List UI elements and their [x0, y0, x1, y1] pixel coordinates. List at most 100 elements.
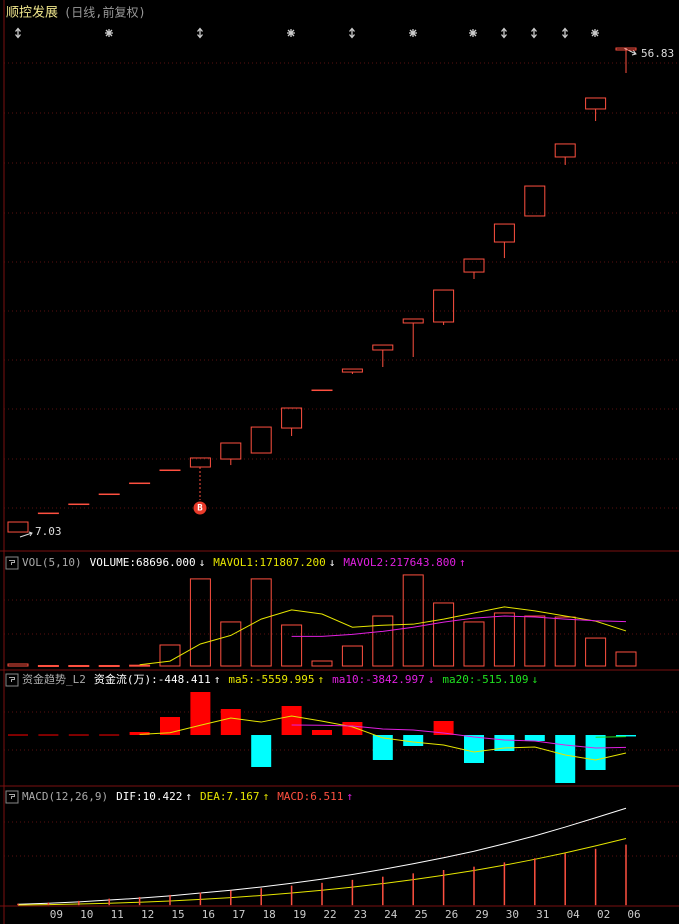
x-tick-label: 29: [475, 908, 488, 921]
x-tick-label: 10: [80, 908, 93, 921]
x-tick-label: 23: [354, 908, 367, 921]
legend-label: DIF:10.422: [116, 790, 182, 803]
volume-bar: [615, 651, 637, 667]
candle-body: [554, 143, 576, 158]
candle-body: [220, 442, 242, 460]
candle-body: [524, 185, 546, 217]
x-tick-label: 18: [263, 908, 276, 921]
x-tick-label: 24: [384, 908, 398, 921]
stock-subtitle: (日线,前复权): [64, 5, 146, 20]
indicator-name: VOL(5,10): [22, 556, 82, 569]
legend-label: MAVOL1:171807.200: [213, 556, 326, 569]
candle-body: [98, 493, 120, 496]
legend-label: 资金流(万):-448.411: [94, 672, 211, 686]
volume-bar: [68, 664, 90, 667]
flow-bar: [68, 734, 89, 736]
indicator-name: MACD(12,26,9): [22, 790, 108, 803]
flow-bar: [494, 735, 515, 751]
candle-body: [585, 97, 607, 110]
flow-bar: [8, 734, 28, 736]
legend-arrow: ↑: [214, 673, 221, 686]
x-tick-label: 15: [171, 908, 184, 921]
x-tick-label: 06: [627, 908, 640, 921]
stock-title: 顺控发展: [6, 5, 58, 21]
candle-body: [341, 368, 363, 373]
x-tick-label: 12: [141, 908, 154, 921]
volume-bar: [585, 637, 607, 667]
flow-bar: [129, 732, 150, 735]
legend-label: ma5:-5559.995: [228, 673, 314, 686]
signal-label: B: [197, 504, 203, 514]
legend-arrow: ↓: [329, 556, 336, 569]
candle-body: [493, 223, 515, 243]
flow-bar: [524, 735, 545, 741]
candle-body: [311, 389, 333, 392]
legend-label: MACD:6.511: [277, 790, 343, 803]
flow-bar: [433, 721, 454, 735]
volume-bar: [250, 578, 272, 667]
volume-bar: [493, 612, 515, 667]
indicator-line: [139, 606, 627, 666]
flow-bar: [190, 692, 211, 735]
candle-body: [37, 512, 59, 515]
volume-bar: [281, 624, 303, 667]
volume-bar: [402, 574, 424, 667]
legend-arrow: ↑: [317, 673, 324, 686]
x-tick-label: 17: [232, 908, 245, 921]
volume-bar: [341, 645, 363, 667]
legend-arrow: ↓: [199, 556, 206, 569]
volume-bar: [554, 616, 576, 667]
x-tick-label: 31: [536, 908, 549, 921]
indicator-line: [139, 715, 627, 761]
legend-arrow: ↓: [532, 673, 539, 686]
candle-body: [281, 407, 303, 429]
volume-bar: [463, 621, 485, 667]
flow-bar: [464, 735, 484, 763]
volume-bar: [129, 664, 151, 667]
volume-bar: [524, 615, 546, 667]
candle-body: [159, 469, 181, 472]
candle-body: [7, 521, 29, 533]
legend-label: ma10:-3842.997: [332, 673, 425, 686]
candle-body: [402, 318, 424, 324]
x-tick-label: 16: [202, 908, 215, 921]
indicator-name: 资金趋势_L2: [22, 672, 86, 686]
flow-bar: [555, 735, 576, 783]
x-tick-label: 26: [445, 908, 458, 921]
volume-bar: [220, 621, 242, 667]
volume-bar: [98, 664, 120, 667]
candle-body: [463, 258, 485, 273]
volume-bar: [433, 602, 455, 667]
low-label: 7.03: [35, 525, 62, 538]
high-label: 56.83: [641, 47, 674, 60]
flow-bar: [251, 735, 272, 767]
flow-bar: [585, 735, 606, 770]
flow-bar: [372, 735, 393, 760]
flow-bar: [99, 734, 120, 736]
flow-bar: [38, 734, 59, 736]
legend-arrow: ↑: [185, 790, 192, 803]
volume-bar: [372, 615, 394, 667]
flow-bar: [616, 735, 636, 737]
flow-bar: [312, 730, 332, 735]
volume-bar: [159, 644, 181, 667]
x-tick-label: 30: [506, 908, 519, 921]
legend-label: VOLUME:68696.000: [90, 556, 196, 569]
candle-body: [189, 457, 211, 468]
x-tick-label: 11: [111, 908, 124, 921]
legend-arrow: ↓: [428, 673, 435, 686]
x-tick-label: 19: [293, 908, 306, 921]
indicator-line: [595, 736, 627, 738]
volume-bar: [37, 664, 59, 667]
indicator-line: [291, 724, 627, 749]
legend-label: DEA:7.167: [200, 790, 260, 803]
legend-arrow: ↑: [346, 790, 353, 803]
volume-bar: [311, 660, 333, 667]
x-tick-label: 22: [323, 908, 336, 921]
volume-bar: [7, 663, 29, 667]
volume-bar: [189, 578, 211, 667]
flow-bar: [342, 722, 363, 735]
